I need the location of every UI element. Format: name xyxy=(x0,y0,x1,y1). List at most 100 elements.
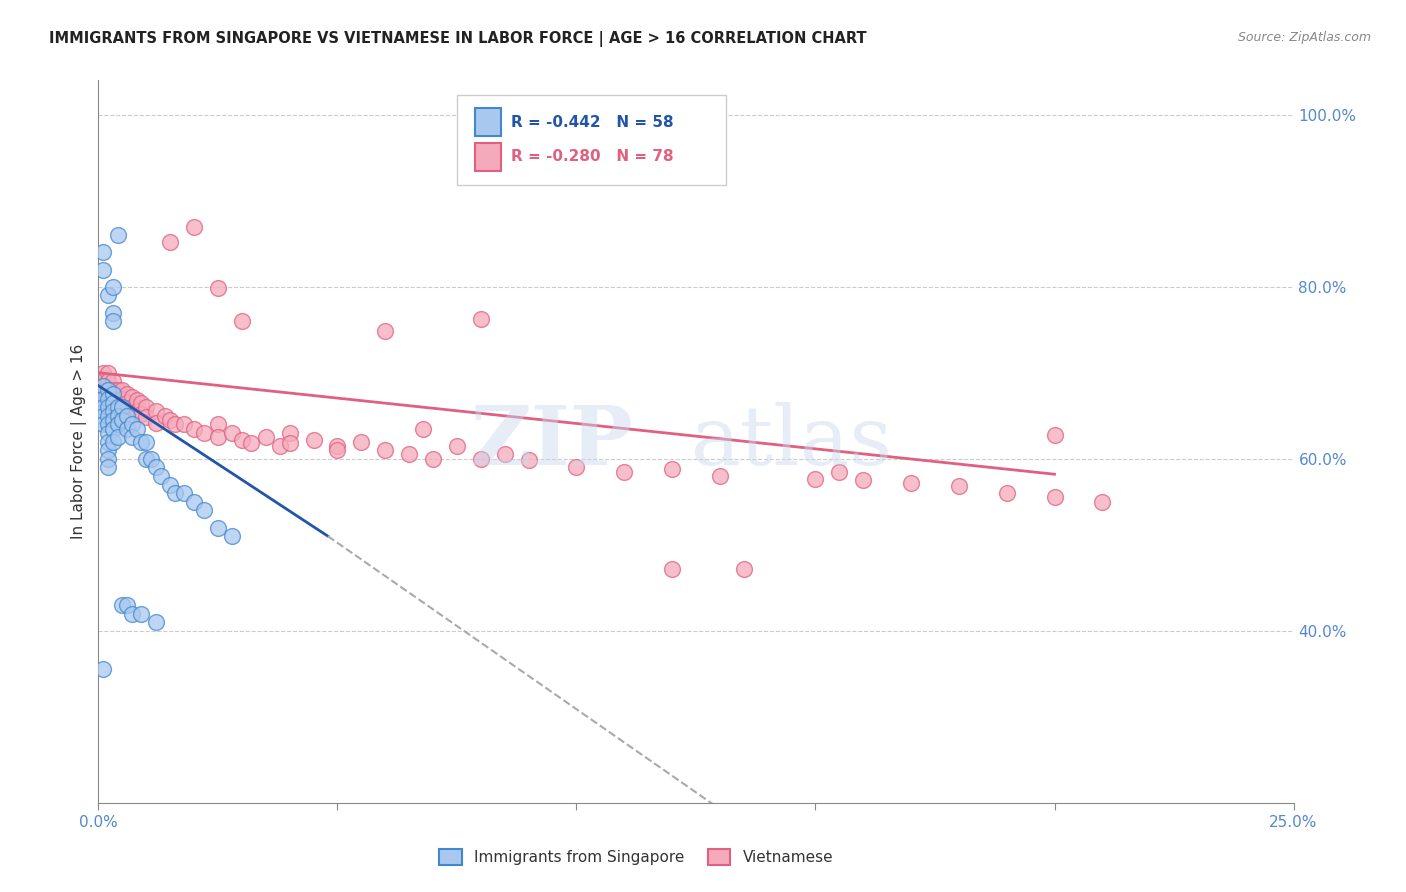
Point xyxy=(1043,427,1066,442)
Text: R = -0.280   N = 78: R = -0.280 N = 78 xyxy=(510,149,673,164)
FancyBboxPatch shape xyxy=(475,109,501,136)
Point xyxy=(115,387,138,401)
Point xyxy=(145,615,167,630)
Point xyxy=(995,486,1018,500)
Point xyxy=(302,433,325,447)
Point xyxy=(111,392,134,406)
Point xyxy=(231,314,253,328)
Point xyxy=(1091,494,1114,508)
FancyBboxPatch shape xyxy=(457,95,725,185)
Point xyxy=(111,400,134,414)
Point xyxy=(494,447,516,461)
Point xyxy=(240,436,263,450)
Point xyxy=(326,443,349,458)
Point xyxy=(97,383,120,397)
Point xyxy=(135,451,157,466)
Point xyxy=(207,417,229,432)
Point xyxy=(101,383,124,397)
Point xyxy=(125,422,148,436)
Point xyxy=(207,430,229,444)
Point xyxy=(107,417,129,432)
Point xyxy=(121,417,143,432)
Point xyxy=(613,465,636,479)
Point xyxy=(97,375,120,389)
Point xyxy=(254,430,277,444)
Point xyxy=(278,425,301,440)
Point xyxy=(125,393,148,408)
Point xyxy=(149,469,172,483)
Text: R = -0.442   N = 58: R = -0.442 N = 58 xyxy=(510,115,673,129)
Point xyxy=(470,451,492,466)
Point xyxy=(111,598,134,612)
Point xyxy=(91,375,114,389)
Point xyxy=(107,392,129,406)
Point xyxy=(111,413,134,427)
Point xyxy=(107,409,129,423)
Point xyxy=(326,439,349,453)
Point xyxy=(101,305,124,319)
Point xyxy=(193,425,215,440)
Point xyxy=(804,471,827,485)
Point xyxy=(101,413,124,427)
Point xyxy=(135,434,157,449)
Point xyxy=(97,417,120,432)
Point xyxy=(101,314,124,328)
Point xyxy=(91,262,114,277)
Point xyxy=(131,607,153,621)
Point xyxy=(91,417,114,432)
Point xyxy=(91,392,114,406)
Y-axis label: In Labor Force | Age > 16: In Labor Force | Age > 16 xyxy=(72,344,87,539)
Point xyxy=(159,413,181,427)
Point xyxy=(131,396,153,410)
Point xyxy=(159,477,181,491)
Point xyxy=(145,416,167,430)
Point xyxy=(107,228,129,243)
Point xyxy=(97,288,120,302)
Point xyxy=(207,281,229,295)
Point xyxy=(517,453,540,467)
Point xyxy=(111,400,134,414)
Point xyxy=(121,390,143,404)
Point xyxy=(115,598,138,612)
Point xyxy=(412,422,434,436)
Point xyxy=(101,422,124,436)
Point xyxy=(121,607,143,621)
Point xyxy=(145,404,167,418)
Point xyxy=(111,383,134,397)
FancyBboxPatch shape xyxy=(475,143,501,170)
Point xyxy=(948,479,970,493)
Point xyxy=(193,503,215,517)
Point xyxy=(101,279,124,293)
Point xyxy=(97,460,120,475)
Point xyxy=(269,439,291,453)
Point xyxy=(91,392,114,406)
Text: Source: ZipAtlas.com: Source: ZipAtlas.com xyxy=(1237,31,1371,45)
Point xyxy=(163,417,186,432)
Point xyxy=(131,407,153,421)
Point xyxy=(900,475,922,490)
Point xyxy=(709,469,731,483)
Point xyxy=(565,460,588,475)
Point xyxy=(159,235,181,249)
Point xyxy=(91,378,114,392)
Point xyxy=(91,245,114,260)
Point xyxy=(115,409,138,423)
Point xyxy=(183,494,205,508)
Point xyxy=(115,422,138,436)
Point xyxy=(91,663,114,677)
Point xyxy=(121,430,143,444)
Point xyxy=(107,400,129,414)
Point xyxy=(221,425,243,440)
Point xyxy=(173,417,195,432)
Point xyxy=(97,400,120,414)
Point xyxy=(131,434,153,449)
Point xyxy=(91,383,114,397)
Point xyxy=(422,451,444,466)
Point xyxy=(828,465,851,479)
Point xyxy=(374,443,396,458)
Point xyxy=(115,396,138,410)
Point xyxy=(350,434,373,449)
Point xyxy=(97,400,120,414)
Point xyxy=(97,434,120,449)
Point xyxy=(97,425,120,440)
